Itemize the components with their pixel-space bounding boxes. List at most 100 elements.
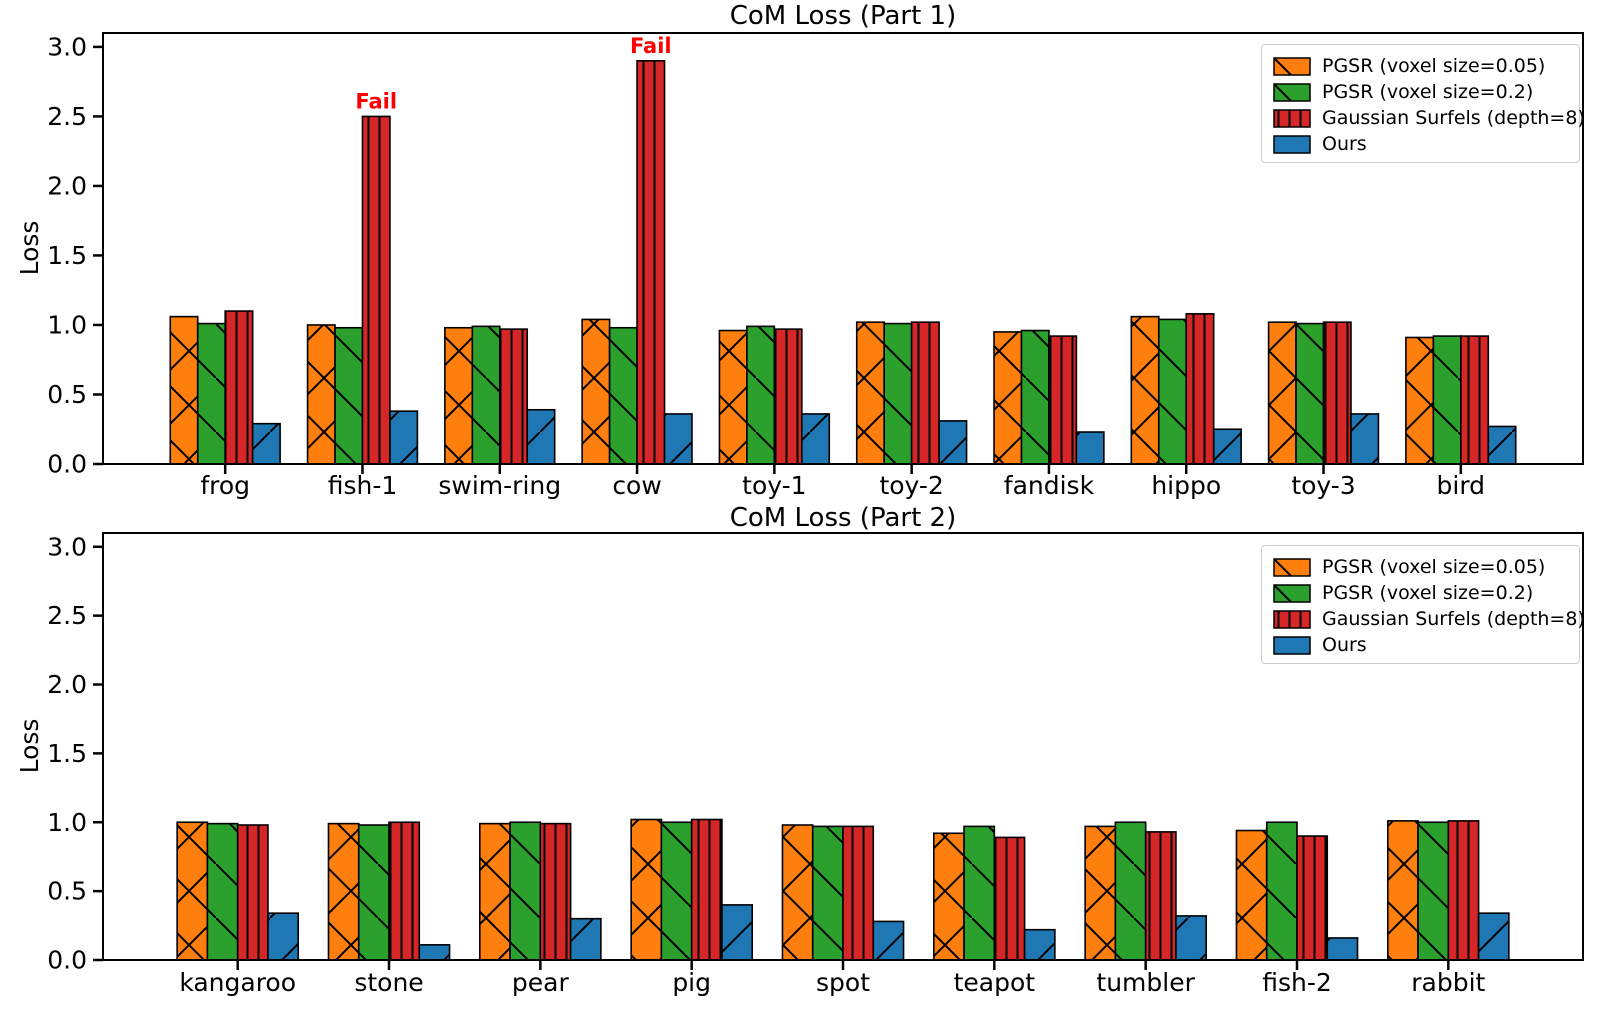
bar-fandisk-pgsr-voxel-005 [993, 331, 1023, 465]
bar-teapot-gaussian-surfels [993, 836, 1026, 961]
bar-pear-pgsr-voxel-02 [509, 821, 542, 961]
part1-axes: 0.0 0.5 1.0 1.5 2.0 2.5 3.0 frog fish-1 swim-ring… [47, 32, 1584, 500]
category-label-fish-1: fish-1 [328, 471, 398, 500]
bar-rabbit-ours [1477, 912, 1510, 961]
category-label-swim-ring: swim-ring [438, 471, 561, 500]
bar-toy-2-ours [938, 420, 968, 465]
bar-pear-ours [569, 917, 602, 961]
category-label-frog: frog [200, 471, 250, 500]
bar-bird-pgsr-voxel-02 [1432, 335, 1462, 465]
part2-axes: 0.0 0.5 1.0 1.5 2.0 2.5 3.0 kangaroo stone pear pi… [47, 532, 1584, 997]
bar-teapot-pgsr-voxel-02 [963, 825, 996, 961]
bar-kangaroo-ours [267, 912, 300, 961]
bar-pig-ours [721, 904, 754, 961]
bar-stone-ours [418, 944, 451, 961]
legend-entry: PGSR (voxel size=0.2) [1273, 79, 1573, 105]
y-tick-label: 1.5 [47, 241, 87, 270]
bar-frog-gaussian-surfels [224, 310, 254, 465]
bar-toy-2-pgsr-voxel-02 [883, 322, 913, 465]
bar-stone-gaussian-surfels [388, 821, 421, 961]
bar-stone-pgsr-voxel-02 [357, 824, 390, 961]
y-tick-label: 0.0 [47, 946, 87, 975]
bar-cow-pgsr-voxel-02 [608, 326, 638, 465]
part1-title: CoM Loss (Part 1) [729, 1, 957, 31]
bar-fish-2-ours [1326, 937, 1359, 961]
legend-label: PGSR (voxel size=0.2) [1322, 582, 1534, 604]
bar-frog-pgsr-voxel-02 [196, 322, 226, 465]
legend-swatch-pgsr-02-icon [1273, 82, 1311, 102]
bar-cow-gaussian-surfels [636, 60, 666, 465]
bar-toy-3-gaussian-surfels [1322, 321, 1352, 465]
bar-teapot-pgsr-voxel-005 [932, 832, 965, 961]
category-label-kangaroo: kangaroo [179, 968, 296, 997]
bar-bird-pgsr-voxel-005 [1405, 336, 1435, 465]
bar-hippo-pgsr-voxel-005 [1130, 315, 1160, 465]
bar-fandisk-pgsr-voxel-02 [1020, 329, 1050, 465]
bar-pear-gaussian-surfels [539, 822, 572, 961]
bar-pig-pgsr-voxel-02 [660, 821, 693, 961]
bar-toy-3-pgsr-voxel-005 [1267, 321, 1297, 465]
bar-toy-1-pgsr-voxel-005 [718, 329, 748, 465]
y-tick-label: 2.0 [47, 670, 87, 699]
legend-entry: Ours [1273, 632, 1573, 658]
bar-pig-pgsr-voxel-005 [630, 818, 663, 961]
y-tick-label: 3.0 [47, 532, 87, 561]
bar-toy-2-pgsr-voxel-005 [855, 321, 885, 465]
bar-spot-ours [872, 920, 905, 961]
part2-y-axis-label: Loss [15, 718, 44, 774]
legend-swatch-pgsr-005-icon [1273, 557, 1311, 577]
legend-entry: PGSR (voxel size=0.2) [1273, 580, 1573, 606]
category-label-rabbit: rabbit [1411, 968, 1485, 997]
axes-frame [102, 532, 1584, 961]
category-label-toy-1: toy-1 [742, 471, 806, 500]
bar-swim-ring-gaussian-surfels [498, 328, 529, 465]
bar-toy-1-ours [801, 413, 831, 465]
bar-kangaroo-pgsr-voxel-005 [176, 821, 209, 961]
bar-toy-2-gaussian-surfels [910, 321, 940, 465]
legend-label: PGSR (voxel size=0.05) [1322, 55, 1546, 77]
y-tick-label: 0.0 [47, 450, 87, 479]
legend-entry: PGSR (voxel size=0.05) [1273, 53, 1573, 79]
bar-tumbler-pgsr-voxel-005 [1084, 825, 1117, 961]
bar-bird-ours [1487, 425, 1517, 465]
bar-spot-gaussian-surfels [842, 825, 875, 961]
axes-frame [102, 32, 1584, 465]
bar-toy-3-pgsr-voxel-02 [1295, 322, 1325, 465]
bar-fish-2-pgsr-voxel-02 [1265, 821, 1298, 961]
bar-swim-ring-pgsr-voxel-02 [471, 325, 501, 465]
legend-swatch-ours-icon [1273, 134, 1311, 154]
category-label-toy-2: toy-2 [879, 471, 943, 500]
bar-frog-pgsr-voxel-005 [169, 315, 199, 465]
legend-entry: Ours [1273, 131, 1573, 157]
y-tick-label: 2.5 [47, 102, 87, 131]
bar-hippo-gaussian-surfels [1185, 313, 1215, 465]
bar-fish-1-ours [389, 410, 419, 465]
legend-label: PGSR (voxel size=0.05) [1322, 556, 1546, 578]
bar-cow-ours [663, 413, 693, 465]
part1-legend: PGSR (voxel size=0.05) PGSR (voxel size=… [1261, 44, 1585, 163]
bar-pear-pgsr-voxel-005 [479, 822, 511, 961]
category-label-spot: spot [816, 968, 870, 997]
legend-entry: Gaussian Surfels (depth=8) [1273, 105, 1585, 131]
bar-tumbler-pgsr-voxel-02 [1114, 821, 1147, 961]
bar-frog-ours [251, 422, 281, 465]
category-label-teapot: teapot [954, 968, 1036, 997]
legend-swatch-pgsr-005-icon [1273, 56, 1311, 76]
bar-toy-1-pgsr-voxel-02 [746, 325, 776, 465]
category-label-hippo: hippo [1151, 471, 1221, 500]
bar-swim-ring-pgsr-voxel-005 [444, 326, 474, 465]
y-tick-label: 2.5 [47, 601, 87, 630]
category-label-cow: cow [612, 471, 662, 500]
category-label-pig: pig [672, 968, 711, 997]
bar-spot-pgsr-voxel-005 [781, 824, 814, 961]
bar-tumbler-ours [1175, 915, 1207, 961]
bar-swim-ring-ours [526, 408, 556, 465]
category-label-stone: stone [354, 968, 423, 997]
bar-stone-pgsr-voxel-005 [327, 822, 360, 961]
legend-entry: PGSR (voxel size=0.05) [1273, 554, 1573, 580]
bar-rabbit-gaussian-surfels [1447, 820, 1480, 961]
fail-annotation-cow: Fail [630, 34, 672, 58]
part2-title: CoM Loss (Part 2) [729, 503, 957, 533]
bar-pig-gaussian-surfels [690, 818, 723, 961]
